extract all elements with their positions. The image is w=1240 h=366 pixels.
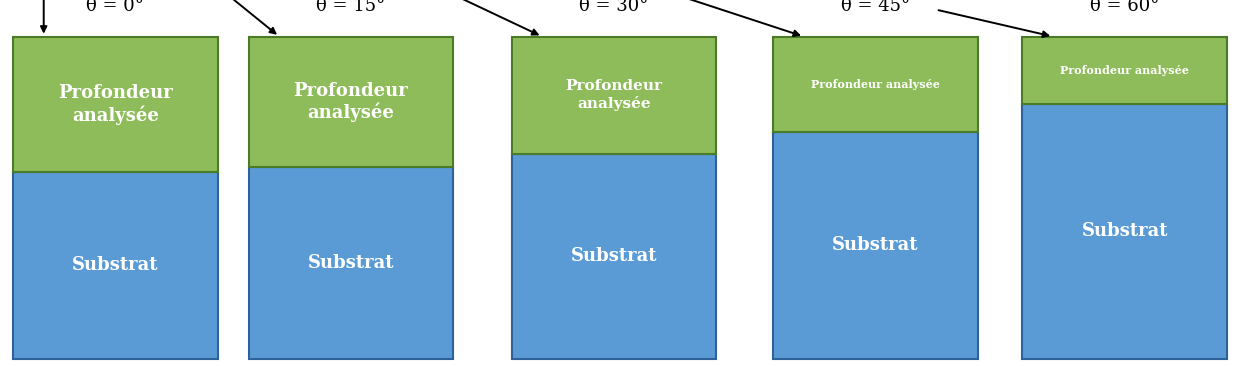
Text: Substrat: Substrat bbox=[570, 247, 657, 265]
Text: Profondeur analysée: Profondeur analysée bbox=[1060, 65, 1189, 76]
Text: θ = 45°: θ = 45° bbox=[841, 0, 910, 15]
Bar bbox=[12, 37, 217, 172]
Text: Substrat: Substrat bbox=[1081, 223, 1168, 240]
Bar bbox=[248, 37, 453, 167]
Text: θ = 60°: θ = 60° bbox=[1090, 0, 1159, 15]
Bar bbox=[511, 37, 717, 154]
Text: θ = 30°: θ = 30° bbox=[579, 0, 649, 15]
Text: Substrat: Substrat bbox=[308, 254, 394, 272]
Bar bbox=[774, 37, 977, 132]
Bar bbox=[511, 154, 717, 359]
Bar bbox=[12, 172, 217, 359]
Text: Profondeur
analysée: Profondeur analysée bbox=[58, 84, 172, 124]
Text: Profondeur
analysée: Profondeur analysée bbox=[294, 82, 408, 122]
Bar bbox=[1022, 104, 1228, 359]
Bar bbox=[248, 167, 453, 359]
Text: Profondeur
analysée: Profondeur analysée bbox=[565, 79, 662, 111]
Text: θ = 0°: θ = 0° bbox=[87, 0, 144, 15]
Text: Profondeur analysée: Profondeur analysée bbox=[811, 79, 940, 90]
Bar bbox=[774, 132, 977, 359]
Text: Substrat: Substrat bbox=[72, 256, 159, 274]
Text: θ = 15°: θ = 15° bbox=[316, 0, 386, 15]
Bar bbox=[1022, 37, 1228, 104]
Text: Substrat: Substrat bbox=[832, 236, 919, 254]
